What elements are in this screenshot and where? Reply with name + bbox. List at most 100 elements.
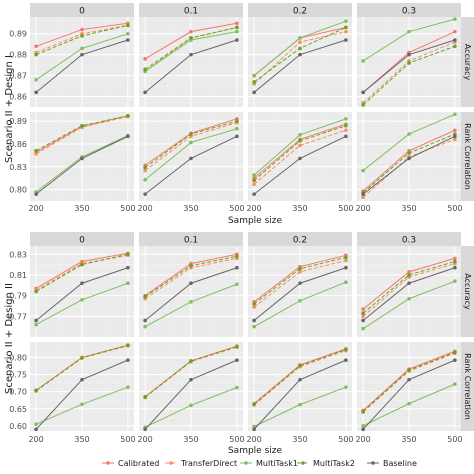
data-point — [143, 90, 147, 95]
data-point — [143, 318, 147, 323]
data-point — [453, 279, 457, 283]
data-point — [298, 36, 302, 40]
x-tick-label: 350 — [401, 204, 416, 213]
x-tick-label: 500 — [229, 204, 244, 213]
data-point — [407, 156, 411, 161]
x-tick-label: 200 — [355, 435, 370, 444]
data-point — [252, 424, 256, 429]
x-tick-label: 200 — [355, 204, 370, 213]
x-tick-label: 500 — [338, 435, 353, 444]
data-point — [235, 38, 239, 42]
facet-strip-label: 0 — [79, 7, 85, 17]
data-point — [344, 29, 348, 34]
data-point — [126, 114, 130, 118]
data-point — [407, 377, 411, 382]
data-point — [80, 123, 84, 128]
data-point — [344, 265, 348, 270]
legend-label: MultiTask2 — [313, 459, 355, 468]
data-point — [361, 318, 365, 323]
data-point — [344, 358, 348, 362]
data-point — [143, 294, 147, 299]
data-point — [298, 40, 302, 44]
data-point — [235, 21, 239, 26]
data-point — [80, 355, 84, 360]
data-point — [298, 270, 302, 274]
data-point — [80, 297, 84, 302]
y-tick-label: 0.70 — [9, 388, 27, 397]
facet-strip-label: 0.2 — [293, 7, 307, 17]
data-point — [189, 29, 193, 34]
data-point — [298, 402, 302, 407]
data-point — [34, 289, 38, 294]
data-point — [344, 258, 348, 263]
legend-label: Calibrated — [118, 459, 159, 468]
y-tick-label: 0.87 — [9, 72, 27, 81]
x-tick-label: 350 — [74, 435, 89, 444]
x-tick-label: 500 — [120, 435, 135, 444]
y-tick-label: 0.65 — [9, 405, 27, 414]
data-point — [143, 57, 147, 61]
data-point — [189, 359, 193, 363]
data-point — [34, 77, 38, 82]
series-line — [362, 261, 456, 314]
data-point — [252, 402, 256, 407]
x-tick-label: 350 — [292, 435, 307, 444]
data-point — [143, 177, 147, 182]
facet-strip — [139, 232, 243, 246]
facet-strip-label: 0 — [79, 236, 85, 246]
data-point — [344, 117, 348, 121]
data-point — [361, 326, 365, 331]
y-tick-label: 0.77 — [9, 312, 27, 321]
data-point — [407, 296, 411, 301]
series-line — [35, 116, 128, 155]
data-point — [344, 128, 348, 133]
series-line — [253, 350, 347, 406]
data-point — [143, 67, 147, 72]
data-point — [344, 134, 348, 139]
data-point — [143, 192, 147, 196]
legend-key-point — [106, 461, 110, 465]
data-point — [344, 25, 348, 30]
x-tick-label: 350 — [183, 204, 198, 213]
facet-strip-label: 0.3 — [402, 7, 416, 17]
data-point — [189, 132, 193, 136]
data-point — [126, 252, 130, 257]
facet-strip-label: 0.1 — [184, 7, 198, 17]
data-point — [298, 52, 302, 57]
x-tick-label: 200 — [246, 204, 261, 213]
data-point — [407, 52, 411, 57]
data-point — [126, 23, 130, 28]
data-point — [252, 302, 256, 306]
y-tick-label: 0.80 — [9, 186, 27, 195]
data-point — [407, 368, 411, 372]
data-point — [80, 262, 84, 267]
y-tick-label: 0.83 — [9, 163, 27, 172]
data-point — [361, 427, 365, 432]
data-point — [361, 409, 365, 414]
data-point — [453, 128, 457, 133]
data-point — [407, 401, 411, 406]
data-point — [80, 156, 84, 161]
data-point — [235, 29, 239, 34]
data-point — [344, 347, 348, 352]
data-point — [80, 52, 84, 57]
data-point — [252, 318, 256, 323]
data-point — [143, 324, 147, 329]
x-tick-label: 200 — [28, 435, 43, 444]
data-point — [252, 182, 256, 187]
facet-strip-label: 0.2 — [293, 236, 307, 246]
series-line — [144, 346, 238, 398]
row-strip-label: Rank Correlation — [463, 353, 472, 420]
facet-strip — [139, 3, 243, 17]
x-tick-label: 350 — [401, 435, 416, 444]
data-point — [298, 139, 302, 143]
data-point — [126, 358, 130, 362]
data-point — [252, 173, 256, 177]
row-strip — [461, 17, 474, 107]
data-point — [453, 134, 457, 139]
y-tick-label: 0.75 — [9, 371, 27, 380]
data-point — [80, 27, 84, 32]
data-point — [126, 343, 130, 348]
data-point — [80, 377, 84, 382]
